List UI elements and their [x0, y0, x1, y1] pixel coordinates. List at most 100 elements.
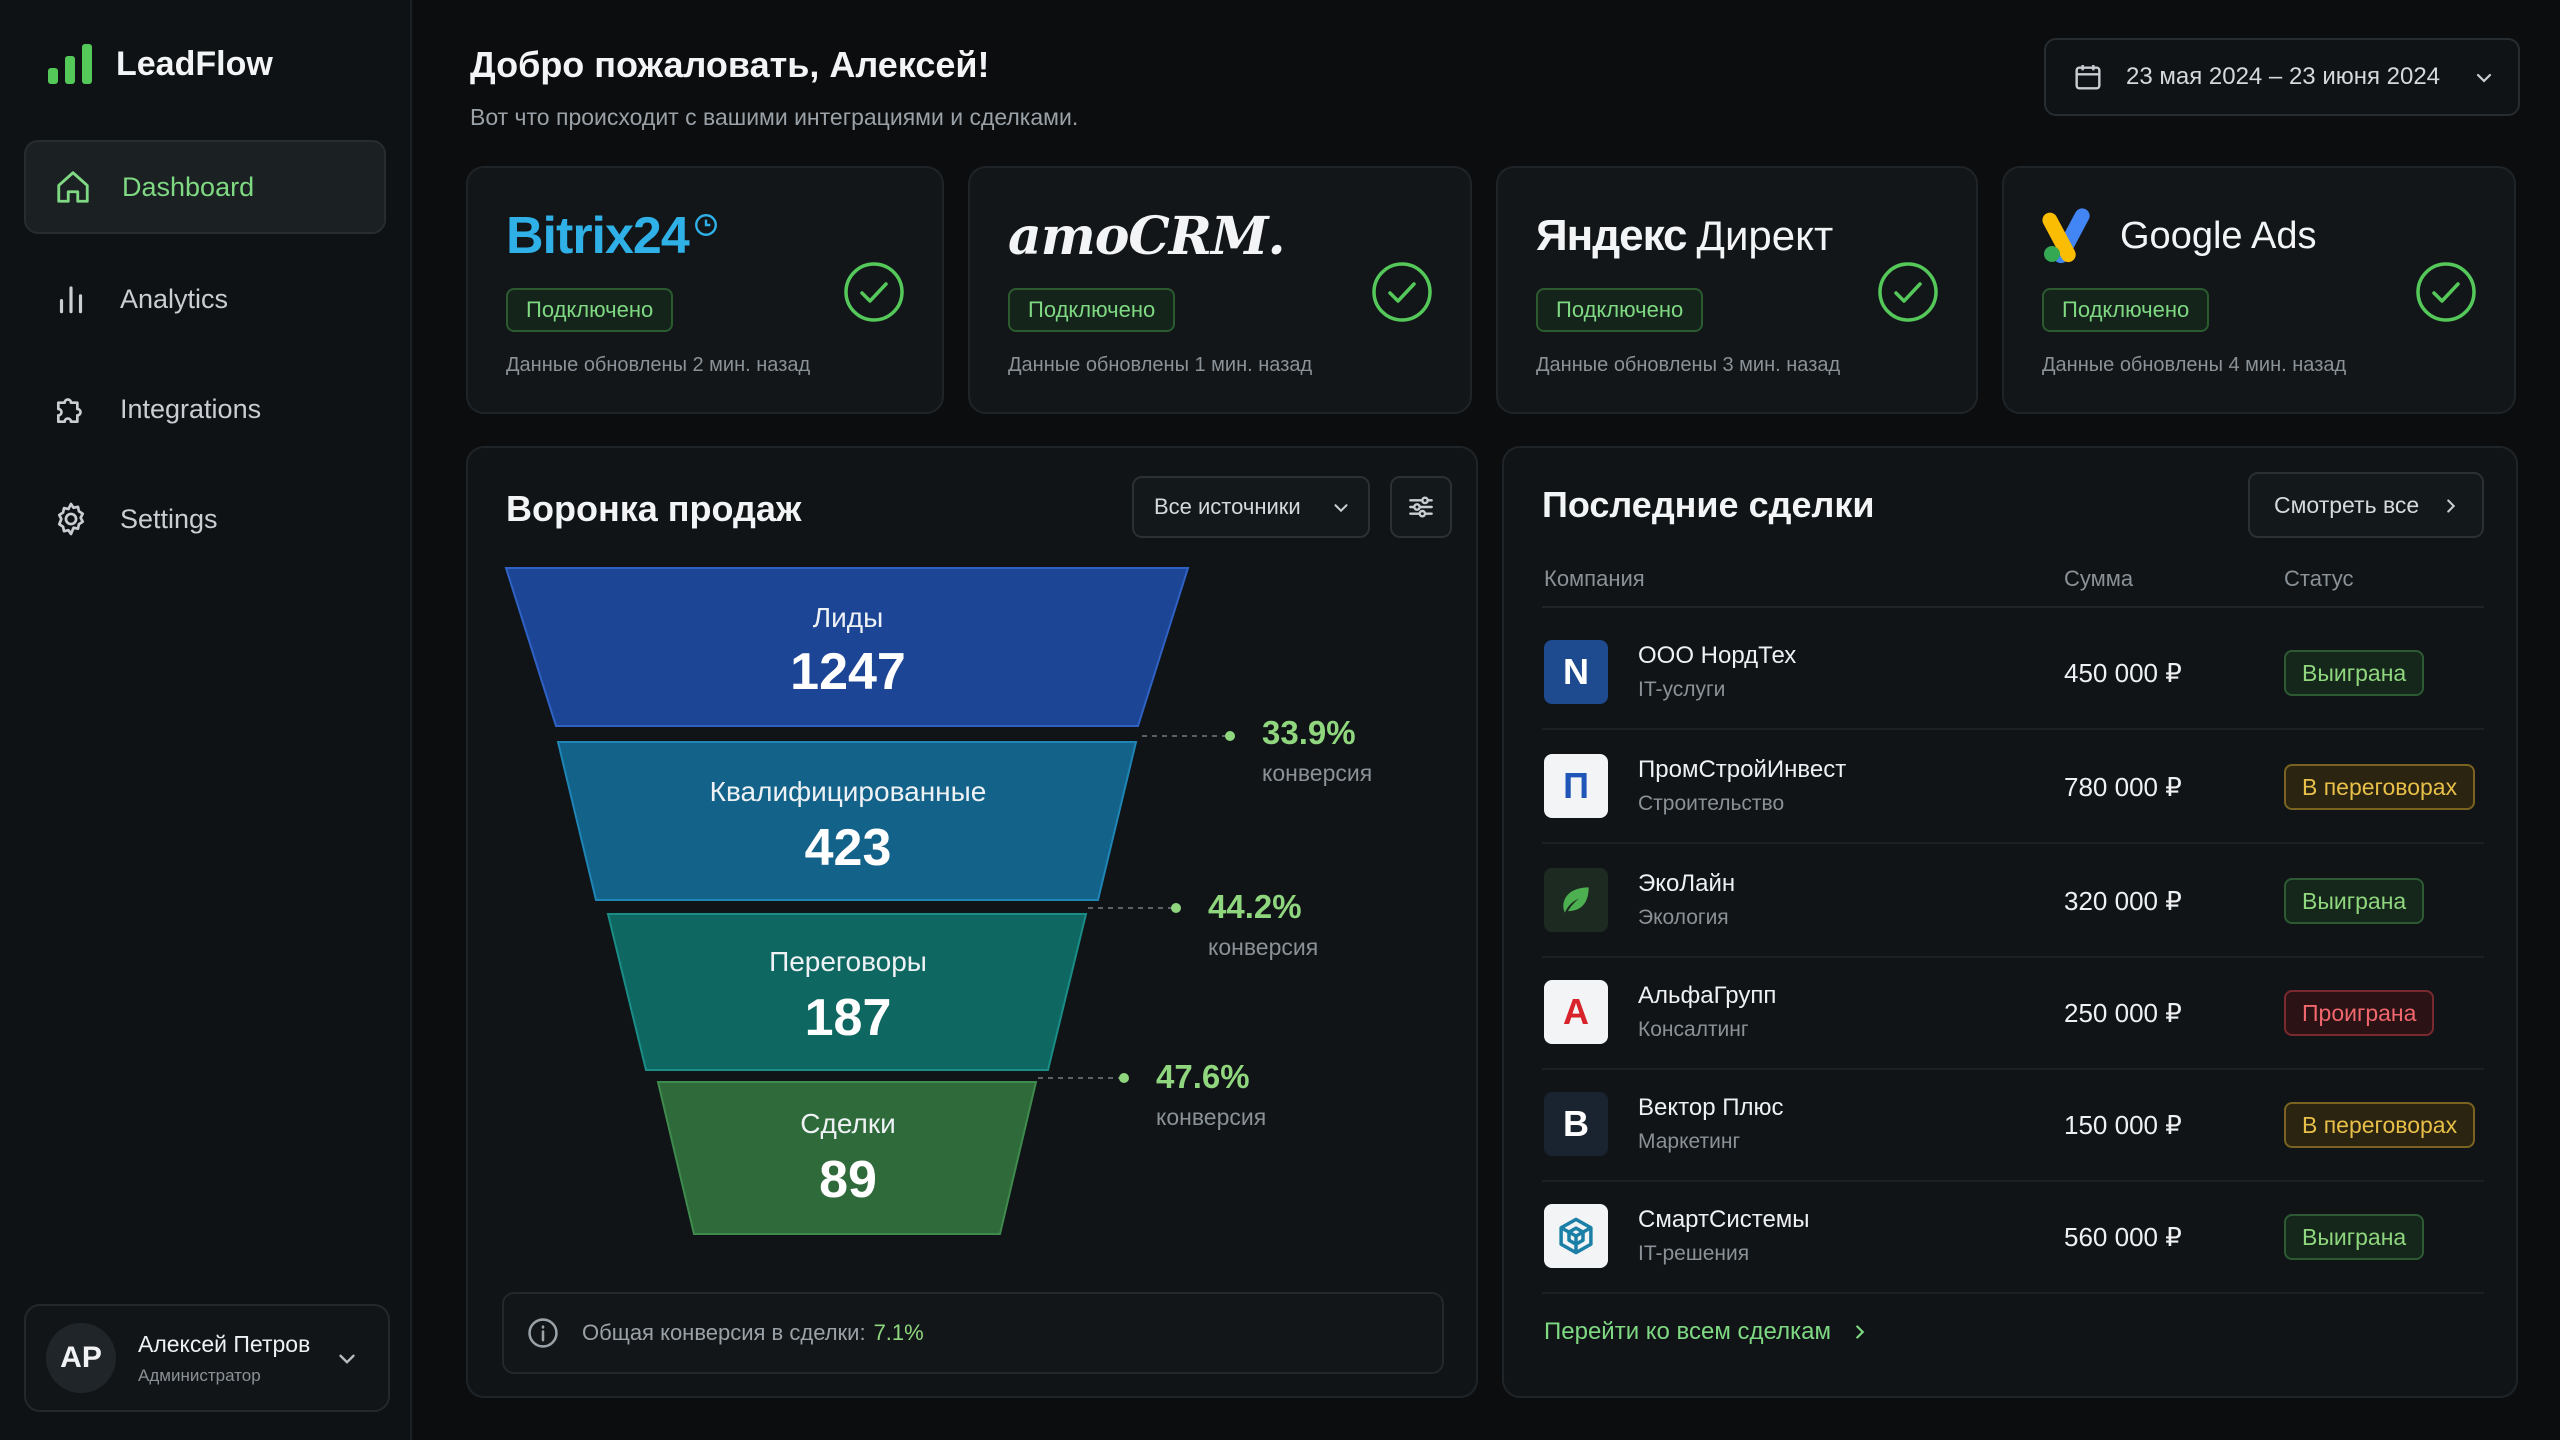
status-badge: Выиграна	[2284, 878, 2425, 924]
check-circle-icon	[844, 262, 904, 322]
check-circle-icon	[1878, 262, 1938, 322]
funnel-stage-deals[interactable]	[656, 1081, 1038, 1235]
view-all-button[interactable]: Смотреть все	[2248, 472, 2484, 538]
summary-value: 7.1%	[873, 1320, 924, 1345]
funnel-stage-value: 89	[819, 1151, 877, 1209]
sliders-icon	[1409, 496, 1433, 518]
table-row[interactable]: B Вектор Плюс Маркетинг 150 000 ₽ В перегово…	[1542, 1068, 2484, 1182]
bar-chart-icon	[50, 278, 92, 320]
sales-funnel-panel: Воронка продаж Все источники Лиды 1247 К…	[466, 446, 1478, 1398]
funnel-chart	[504, 567, 1235, 1235]
leaf-icon	[1544, 868, 1608, 932]
company-industry: Экология	[1638, 906, 1729, 929]
sidebar-item-label: Integrations	[120, 393, 262, 424]
overall-conversion-summary: Общая конверсия в сделки: 7.1%	[502, 1292, 1444, 1374]
deal-sum: 450 000 ₽	[2064, 658, 2182, 688]
sidebar-item-dashboard[interactable]: Dashboard	[24, 140, 386, 234]
deal-sum: 560 000 ₽	[2064, 1222, 2182, 1252]
date-range-picker[interactable]: 23 мая 2024 – 23 июня 2024	[2044, 38, 2520, 116]
source-filter-select[interactable]: Все источники	[1132, 476, 1370, 538]
funnel-stage-value: 423	[804, 819, 892, 877]
funnel-stage-value: 187	[804, 989, 892, 1047]
sidebar-item-settings[interactable]: Settings	[24, 472, 386, 566]
gear-icon	[50, 498, 92, 540]
company-name: ПромСтройИнвест	[1638, 756, 1847, 783]
all-deals-link[interactable]: Перейти ко всем сделкам	[1544, 1318, 1871, 1346]
integration-card-yandex-direct[interactable]: Яндекс Директ Подключено Данные обновлен…	[1496, 166, 1978, 414]
last-updated: Данные обновлены 1 мин. назад	[1008, 354, 1313, 376]
summary-label: Общая конверсия в сделки:	[582, 1320, 866, 1345]
user-role: Администратор	[138, 1365, 261, 1385]
app-name: LeadFlow	[116, 44, 273, 83]
conversion-label: конверсия	[1156, 1104, 1267, 1130]
table-row[interactable]: ЭкоЛайн Экология 320 000 ₽ Выиграна	[1542, 844, 2484, 958]
company-industry: Строительство	[1638, 792, 1785, 815]
status-badge: Подключено	[1008, 288, 1176, 332]
info-icon	[528, 1318, 558, 1348]
sidebar-item-analytics[interactable]: Analytics	[24, 252, 386, 346]
status-badge: Выиграна	[2284, 650, 2425, 696]
header-divider	[1542, 606, 2484, 608]
conversion-dot-3	[1119, 1073, 1129, 1083]
chevron-down-icon	[2476, 73, 2492, 83]
sidebar-item-label: Dashboard	[122, 171, 255, 202]
company-industry: Консалтинг	[1638, 1018, 1749, 1041]
deal-sum: 250 000 ₽	[2064, 998, 2182, 1028]
sidebar: LeadFlow Dashboard Analytics Integration…	[0, 0, 412, 1440]
column-header-company[interactable]: Компания	[1544, 566, 1645, 591]
company-logo: N	[1544, 640, 1608, 704]
funnel-stage-qualified[interactable]	[556, 741, 1138, 901]
integration-card-bitrix24[interactable]: Bitrix24 Подключено Данные обновлены 2 м…	[466, 166, 944, 414]
conversion-label: конверсия	[1208, 934, 1319, 960]
last-updated: Данные обновлены 2 мин. назад	[506, 354, 811, 376]
funnel-stage-negotiations[interactable]	[606, 913, 1088, 1071]
filter-settings-button[interactable]	[1390, 476, 1452, 538]
yandex-direct-logo: Яндекс Директ	[1536, 211, 1834, 260]
status-badge: Подключено	[1536, 288, 1704, 332]
google-ads-icon	[2042, 208, 2090, 264]
company-name: СмартСистемы	[1638, 1206, 1810, 1233]
company-industry: Маркетинг	[1638, 1130, 1741, 1153]
table-row[interactable]: N ООО НордТех IT-услуги 450 000 ₽ Выиграна	[1542, 616, 2484, 730]
home-icon	[52, 166, 94, 208]
status-badge: В переговорах	[2284, 764, 2476, 810]
bar-chart-logo-icon	[48, 44, 94, 84]
google-ads-logo: Google Ads	[2042, 206, 2316, 266]
table-row[interactable]: П ПромСтройИнвест Строительство 780 000 ₽ В …	[1542, 730, 2484, 844]
page-title: Добро пожаловать, Алексей!	[470, 44, 990, 85]
table-row[interactable]: A АльфаГрупп Консалтинг 250 000 ₽ Проиграна	[1542, 956, 2484, 1070]
chevron-right-icon	[1856, 1325, 1865, 1339]
conversion-dot-1	[1225, 731, 1235, 741]
deal-sum: 320 000 ₽	[2064, 886, 2182, 916]
funnel-stage-label: Лиды	[812, 602, 884, 633]
button-label: Смотреть все	[2274, 491, 2420, 518]
company-name: Вектор Плюс	[1638, 1094, 1784, 1121]
conversion-rate: 33.9%	[1262, 714, 1356, 751]
deal-sum: 150 000 ₽	[2064, 1110, 2182, 1140]
status-badge: Подключено	[506, 288, 674, 332]
deal-sum: 780 000 ₽	[2064, 772, 2182, 802]
column-header-sum[interactable]: Сумма	[2064, 566, 2134, 591]
status-badge: Выиграна	[2284, 1214, 2425, 1260]
company-name: АльфаГрупп	[1638, 982, 1777, 1009]
column-header-status[interactable]: Статус	[2284, 566, 2354, 591]
funnel-stage-value: 1247	[790, 643, 906, 701]
funnel-stage-leads[interactable]	[504, 567, 1190, 727]
status-badge: В переговорах	[2284, 1102, 2476, 1148]
company-name: ЭкоЛайн	[1638, 870, 1736, 897]
check-circle-icon	[1372, 262, 1432, 322]
table-row[interactable]: СмартСистемы IT-решения 560 000 ₽ Выиграна	[1542, 1180, 2484, 1294]
cube-icon	[1544, 1204, 1608, 1268]
company-logo: A	[1544, 980, 1608, 1044]
integration-card-amocrm[interactable]: amoCRM. Подключено Данные обновлены 1 ми…	[968, 166, 1472, 414]
conversion-rate: 44.2%	[1208, 888, 1302, 925]
chevron-down-icon[interactable]	[334, 1346, 360, 1372]
user-card[interactable]: AP Алексей Петров Администратор	[24, 1304, 390, 1412]
avatar: AP	[46, 1323, 116, 1393]
sidebar-item-integrations[interactable]: Integrations	[24, 362, 386, 456]
integration-card-google-ads[interactable]: Google Ads Подключено Данные обновлены 4…	[2002, 166, 2516, 414]
company-logo: B	[1544, 1092, 1608, 1156]
company-name: ООО НордТех	[1638, 642, 1797, 669]
conversion-rate: 47.6%	[1156, 1058, 1250, 1095]
brand[interactable]: LeadFlow	[48, 44, 273, 84]
